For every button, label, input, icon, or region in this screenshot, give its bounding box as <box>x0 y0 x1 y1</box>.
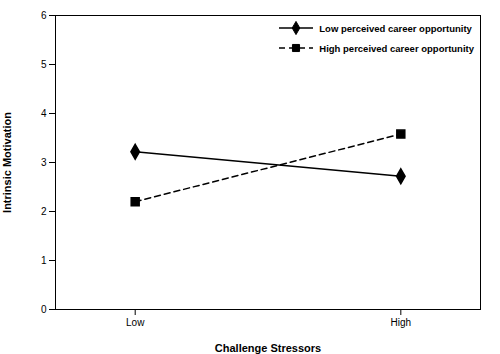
svg-text:2: 2 <box>41 206 47 217</box>
svg-text:6: 6 <box>41 10 47 21</box>
svg-text:1: 1 <box>41 255 47 266</box>
svg-text:Challenge Stressors: Challenge Stressors <box>215 342 321 354</box>
svg-text:0: 0 <box>41 304 47 315</box>
svg-text:4: 4 <box>41 108 47 119</box>
html-text:Low perceived career opportuni: Low perceived career opportunity <box>319 22 472 34</box>
svg-text:Low: Low <box>126 317 145 328</box>
svg-text:3: 3 <box>41 157 47 168</box>
svg-text:Intrinsic Motivation: Intrinsic Motivation <box>1 112 13 213</box>
svg-text:5: 5 <box>41 59 47 70</box>
svg-text:High: High <box>391 317 412 328</box>
html-text:High perceived career opportun: High perceived career opportunity <box>319 42 474 54</box>
